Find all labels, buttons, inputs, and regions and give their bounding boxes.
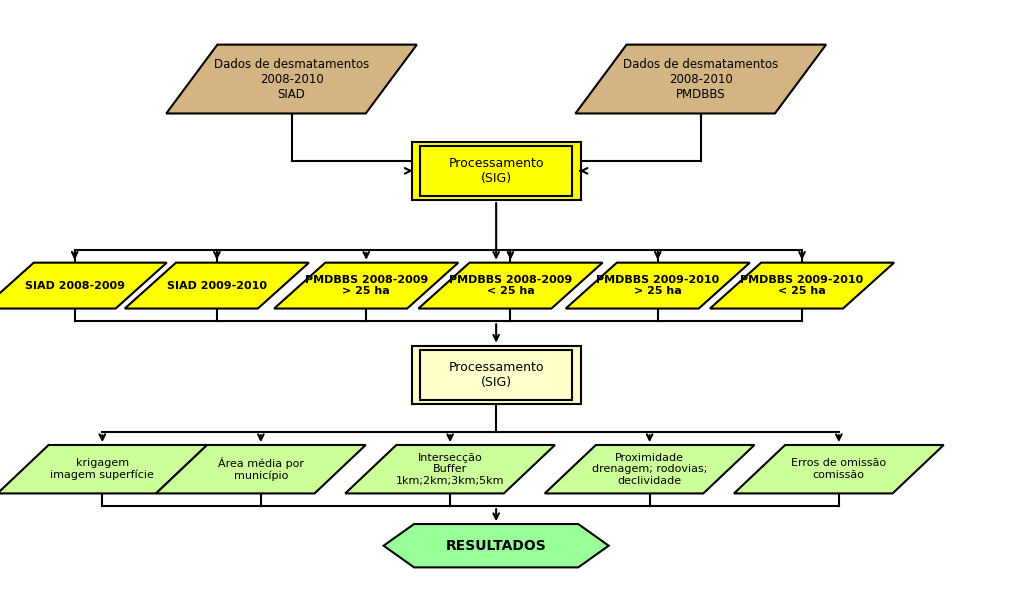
Bar	[419, 349, 573, 400]
Polygon shape	[710, 263, 894, 308]
Polygon shape	[418, 263, 603, 308]
Text: Erros de omissão
comissão: Erros de omissão comissão	[792, 458, 886, 480]
Text: Dados de desmatamentos
2008-2010
PMDBBS: Dados de desmatamentos 2008-2010 PMDBBS	[623, 58, 779, 100]
Polygon shape	[166, 45, 417, 113]
Polygon shape	[345, 445, 554, 493]
Polygon shape	[544, 445, 755, 493]
Polygon shape	[0, 263, 167, 308]
Text: Dados de desmatamentos
2008-2010
SIAD: Dados de desmatamentos 2008-2010 SIAD	[214, 58, 369, 100]
Polygon shape	[575, 45, 827, 113]
Polygon shape	[125, 263, 309, 308]
Polygon shape	[733, 445, 943, 493]
Text: Processamento
(SIG): Processamento (SIG)	[448, 361, 544, 389]
Bar	[419, 146, 573, 196]
Bar	[411, 141, 581, 200]
Polygon shape	[566, 263, 750, 308]
Polygon shape	[155, 445, 366, 493]
Text: Proximidade
drenagem; rodovias;
declividade: Proximidade drenagem; rodovias; declivid…	[592, 453, 707, 486]
Text: RESULTADOS: RESULTADOS	[446, 539, 546, 553]
Text: PMDBBS 2009-2010
< 25 ha: PMDBBS 2009-2010 < 25 ha	[741, 275, 863, 296]
Text: Área média por
município: Área média por município	[218, 457, 304, 481]
Polygon shape	[0, 445, 207, 493]
Text: PMDBBS 2008-2009
> 25 ha: PMDBBS 2008-2009 > 25 ha	[305, 275, 428, 296]
Polygon shape	[274, 263, 458, 308]
Text: SIAD 2009-2010: SIAD 2009-2010	[167, 280, 267, 291]
Text: PMDBBS 2009-2010
> 25 ha: PMDBBS 2009-2010 > 25 ha	[596, 275, 719, 296]
Text: krigagem
imagem superfície: krigagem imagem superfície	[50, 458, 154, 480]
Text: Intersecção
Buffer
1km;2km;3km;5km: Intersecção Buffer 1km;2km;3km;5km	[396, 453, 504, 486]
Text: PMDBBS 2008-2009
< 25 ha: PMDBBS 2008-2009 < 25 ha	[449, 275, 572, 296]
Text: SIAD 2008-2009: SIAD 2008-2009	[25, 280, 125, 291]
Polygon shape	[384, 524, 609, 567]
Text: Processamento
(SIG): Processamento (SIG)	[448, 157, 544, 185]
Bar	[411, 346, 581, 404]
